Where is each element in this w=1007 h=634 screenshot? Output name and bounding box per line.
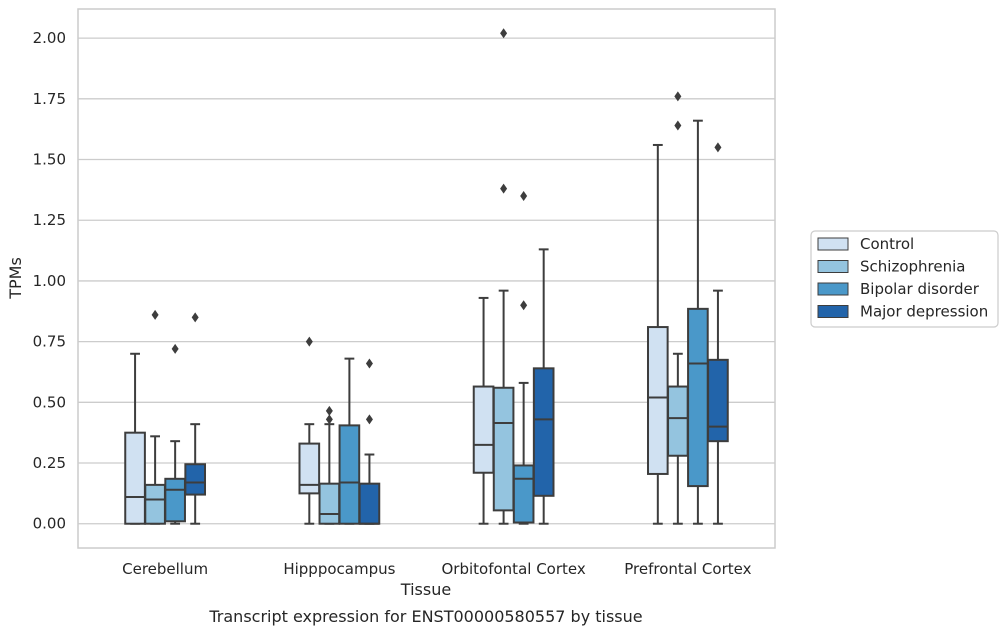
outlier-point [325,414,333,425]
box-iqr [298,442,321,495]
box-group [687,119,709,525]
legend-label: Schizophrenia [860,258,965,276]
box-group [492,28,515,525]
box-iqr [318,482,341,525]
box-iqr [687,307,709,488]
outlier-point [500,28,508,39]
box-iqr [512,464,535,524]
x-tick-label: Prefrontal Cortex [624,560,751,578]
y-tick-label: 0.75 [33,333,66,351]
box-group [667,91,689,525]
outlier-point [325,405,333,416]
outlier-point [500,183,508,194]
box-group [532,248,555,525]
x-tick-labels: Cerebellum Hipppocampus Orbitofontal Corte… [122,560,751,578]
box-group [358,358,381,525]
outlier-point [191,312,199,323]
y-tick-label: 1.75 [33,90,66,108]
legend-label: Major depression [860,303,988,321]
y-tick-label: 0.50 [33,393,66,411]
outlier-point [305,336,313,347]
box-iqr [124,431,146,525]
plot-frame [77,8,776,549]
outlier-point [714,142,722,153]
box-iqr [667,385,689,457]
legend-swatch [817,305,849,318]
x-tick-label: Orbitofontal Cortex [442,560,586,578]
outlier-point [365,414,373,425]
y-tick-label: 0.25 [33,454,66,472]
boxes [124,28,729,525]
box-group [707,142,729,525]
box-group [164,343,186,525]
legend-swatch [817,237,849,251]
box-group [124,352,146,525]
legend-frame [810,230,999,328]
outlier-point [674,91,682,102]
box-group [298,336,321,525]
outlier-point [171,343,179,354]
y-tick-label: 1.50 [33,151,66,169]
legend: Control Schizophrenia Bipolar disorder Majo… [810,230,999,328]
y-tick-label: 1.25 [33,211,66,229]
y-tick-label: 0.00 [33,515,66,533]
box-group [512,190,535,525]
box-iqr [164,477,186,523]
chart-caption: Transcript expression for ENST0000058055… [208,607,642,626]
legend-label: Control [860,235,914,253]
box-group [184,312,207,525]
box-iqr [358,482,381,525]
y-tick-label: 2.00 [33,29,66,47]
gridlines [78,37,775,525]
box-iqr [472,385,495,474]
legend-swatch [817,260,849,273]
box-group [472,296,495,525]
legend-swatch [817,282,849,296]
x-tick-label: Hipppocampus [283,560,395,578]
box-iqr [338,424,361,525]
outlier-point [674,120,682,131]
plot-area [78,9,775,548]
box-group [646,143,669,525]
box-iqr [646,326,669,475]
y-tick-label: 1.00 [33,272,66,290]
legend-label: Bipolar disorder [860,280,980,298]
box-iqr [184,463,207,496]
box-iqr [144,483,166,525]
box-iqr [532,367,555,497]
outlier-point [520,190,528,201]
y-tick-labels: 0.00 0.25 0.50 0.75 1.00 1.25 1.50 1.75 2.00 [33,29,66,533]
y-axis-title: TPMs [6,257,25,300]
outlier-point [365,358,373,369]
x-tick-label: Cerebellum [122,560,208,578]
box-iqr [492,386,515,512]
x-axis-title: Tissue [400,580,451,599]
box-iqr [707,358,729,443]
box-group [338,357,361,525]
outlier-point [520,300,528,311]
outlier-point [151,309,159,320]
